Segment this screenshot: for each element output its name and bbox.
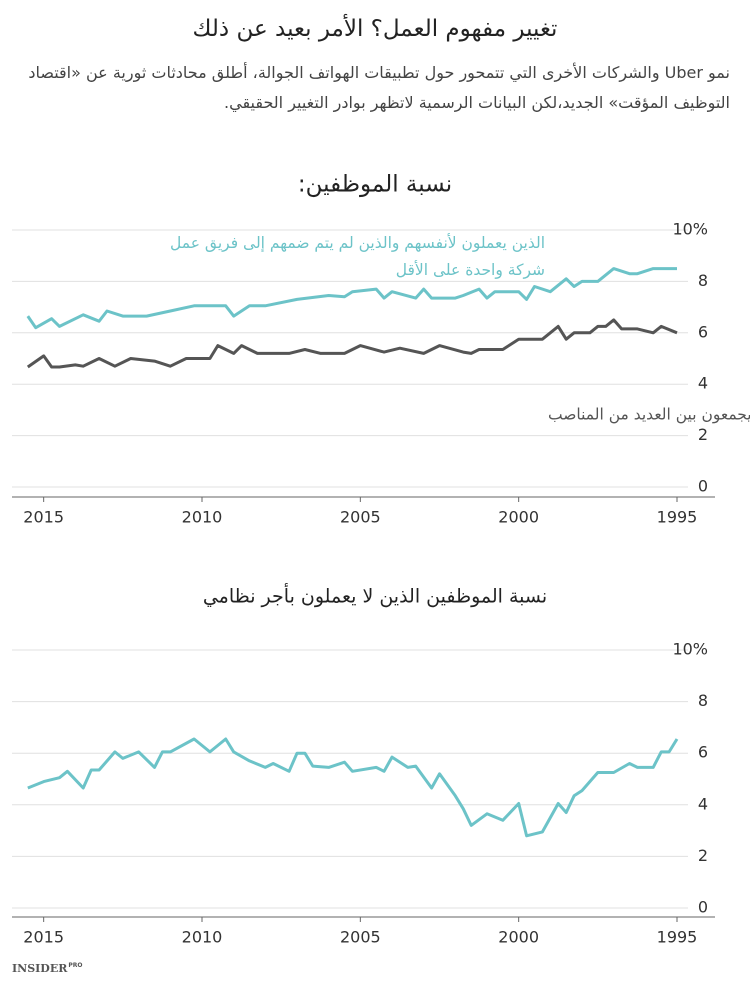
x-tick-label: 2010 (182, 928, 223, 947)
brand-tag: PRO (68, 962, 83, 969)
x-tick-label: 2005 (340, 508, 381, 527)
y-tick-label: 0 (698, 477, 708, 496)
y-tick-label: 2 (698, 425, 708, 444)
series-line (26, 267, 677, 330)
x-tick-label: 2000 (498, 928, 539, 947)
x-tick-label: 2010 (182, 508, 223, 527)
y-tick-label: 0 (698, 898, 708, 917)
x-tick-label: 2000 (498, 508, 539, 527)
y-tick-label: 10% (672, 640, 708, 659)
page-title: تغيير مفهوم العمل؟ الأمر بعيد عن ذلك (192, 16, 558, 42)
y-tick-label: 4 (698, 794, 708, 813)
series-line (26, 318, 678, 369)
y-tick-label: 10% (672, 220, 708, 239)
series-label: الذين يعملون لأنفسهم والذين لم يتم ضمهم … (170, 234, 545, 279)
series-label: الذين يجمعون بين العديد من المناصب (548, 406, 750, 424)
y-tick-label: 6 (698, 743, 708, 762)
x-tick-label: 1995 (657, 508, 698, 527)
y-tick-label: 8 (698, 271, 708, 290)
y-tick-label: 2 (698, 846, 708, 865)
y-tick-label: 6 (698, 322, 708, 341)
brand-logo: INSIDERPRO (12, 962, 82, 975)
x-tick-label: 1995 (657, 928, 698, 947)
page-subtitle: نمو Uber والشركات الأخرى التي تتمحور حول… (28, 63, 730, 112)
series-line (27, 737, 679, 838)
chart-title: نسبة الموظفين الذين لا يعملون بأجر نظامي (203, 583, 547, 608)
y-tick-label: 4 (698, 374, 708, 393)
x-tick-label: 2015 (23, 508, 64, 527)
x-tick-label: 2005 (340, 928, 381, 947)
chart-title: نسبة الموظفين: (298, 172, 452, 198)
y-tick-label: 8 (698, 691, 708, 710)
x-tick-label: 2015 (23, 928, 64, 947)
brand: INSIDER (12, 962, 68, 975)
